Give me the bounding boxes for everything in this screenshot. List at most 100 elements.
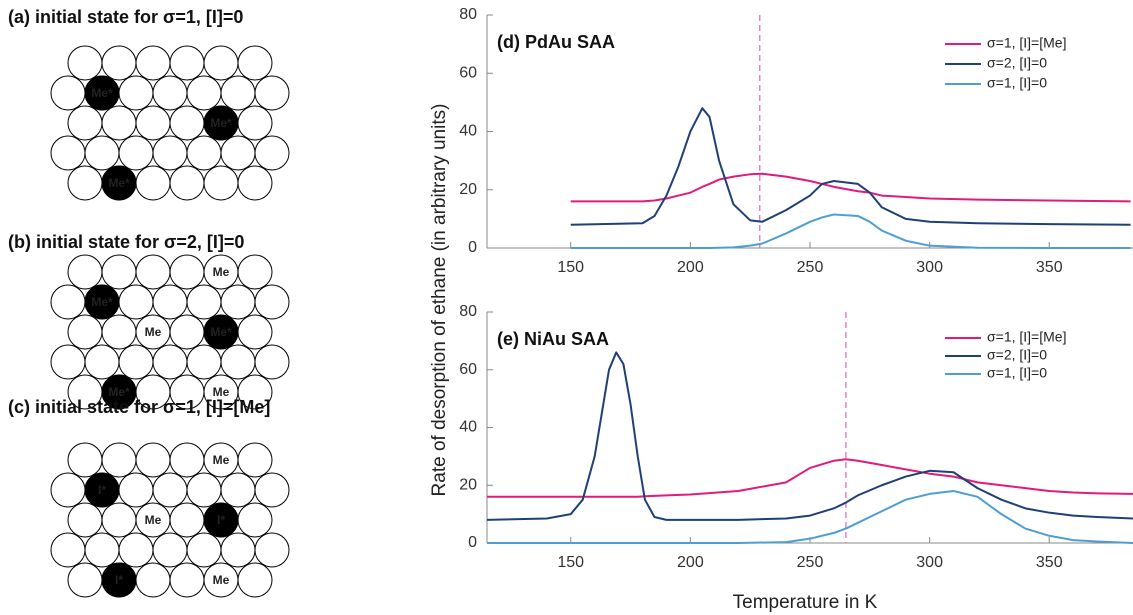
atom-label: Me [213, 453, 230, 467]
atom-label: Me* [210, 116, 232, 130]
series-line [487, 490, 1133, 544]
adatom [203, 105, 239, 141]
atom [67, 165, 103, 201]
atom [67, 45, 103, 81]
series-line [570, 107, 1131, 226]
atom [50, 75, 86, 111]
atom [186, 532, 222, 568]
panel-title: (a) initial state for σ=1, [I]=0 [8, 7, 243, 27]
atom [152, 532, 188, 568]
atom [169, 314, 205, 350]
atom-label: Me* [91, 86, 113, 100]
atom [220, 344, 256, 380]
x-tick-label: 350 [1036, 554, 1063, 571]
panel-title: (c) initial state for σ=1, [I]=[Me] [8, 397, 270, 417]
adatom [101, 562, 137, 598]
atom-label: Me* [210, 325, 232, 339]
atom [152, 75, 188, 111]
atom [220, 75, 256, 111]
panel-title: (b) initial state for σ=2, [I]=0 [8, 232, 244, 252]
atom [237, 374, 273, 410]
atom [169, 45, 205, 81]
atom [118, 532, 154, 568]
atom-label: Me [145, 325, 162, 339]
atom [254, 344, 290, 380]
atom [220, 532, 256, 568]
atom [67, 502, 103, 538]
atom [254, 284, 290, 320]
x-tick-label: 250 [797, 554, 824, 571]
series-line [570, 213, 1131, 249]
atom-label: Me [213, 385, 230, 399]
adatom [101, 165, 137, 201]
atom [101, 442, 137, 478]
atom [135, 45, 171, 81]
x-tick-label: 150 [557, 554, 584, 571]
atom [237, 314, 273, 350]
atom [50, 472, 86, 508]
adatom [84, 75, 120, 111]
atom [237, 562, 273, 598]
x-tick-label: 350 [1036, 259, 1063, 276]
atom [237, 254, 273, 290]
atom [67, 442, 103, 478]
atom [203, 165, 239, 201]
atom [169, 502, 205, 538]
atom [254, 135, 290, 171]
y-tick-label: 40 [459, 123, 477, 140]
y-tick-label: 80 [459, 6, 477, 23]
atom [169, 442, 205, 478]
atom [220, 135, 256, 171]
y-tick-label: 80 [459, 303, 477, 320]
atom [186, 135, 222, 171]
legend-label: σ=2, [I]=0 [987, 55, 1047, 71]
atom [118, 472, 154, 508]
atom [67, 254, 103, 290]
atom [118, 135, 154, 171]
x-tick-label: 250 [797, 259, 824, 276]
adatom [84, 472, 120, 508]
y-tick-label: 40 [459, 419, 477, 436]
atom [135, 105, 171, 141]
series-line [486, 351, 1133, 521]
y-tick-label: 20 [459, 476, 477, 493]
atom [118, 75, 154, 111]
y-tick-label: 0 [468, 239, 477, 256]
atom [186, 472, 222, 508]
atom [152, 344, 188, 380]
x-tick-label: 200 [677, 554, 704, 571]
atom [50, 135, 86, 171]
atom [67, 314, 103, 350]
adatom [101, 374, 137, 410]
atom [50, 284, 86, 320]
atom [101, 502, 137, 538]
atom [152, 135, 188, 171]
atom [101, 105, 137, 141]
atom [50, 532, 86, 568]
legend-label: σ=1, [I]=[Me] [987, 35, 1066, 51]
x-tick-label: 300 [916, 554, 943, 571]
y-tick-label: 60 [459, 361, 477, 378]
atom-label: I* [98, 483, 106, 497]
atom-label: Me [213, 265, 230, 279]
y-axis-label: Rate of desorption of ethane (in arbitra… [429, 104, 450, 497]
atom [254, 75, 290, 111]
atom [169, 165, 205, 201]
atom [254, 472, 290, 508]
atom [169, 562, 205, 598]
atom [50, 344, 86, 380]
atom [118, 284, 154, 320]
adatom [203, 502, 239, 538]
atom [84, 344, 120, 380]
diagram-panel: (a) initial state for σ=1, [I]=0 Me* Me* Me… [8, 7, 290, 201]
atom [220, 472, 256, 508]
atom [152, 472, 188, 508]
atom [135, 562, 171, 598]
atom [186, 75, 222, 111]
atom [101, 254, 137, 290]
atom [237, 502, 273, 538]
atom [118, 344, 154, 380]
diagram-panel: (b) initial state for σ=2, [I]=0 Me Me* Me M… [8, 232, 290, 410]
legend-label: σ=2, [I]=0 [987, 347, 1047, 363]
